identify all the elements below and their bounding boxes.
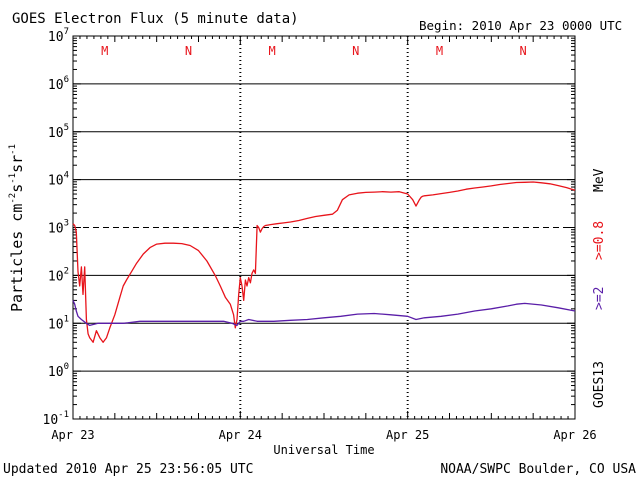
x-tick-label: Apr 26	[553, 428, 596, 442]
y-tick-base: 10	[48, 126, 64, 141]
y-label-part: s	[8, 184, 26, 193]
y-label-part: Particles cm	[8, 204, 26, 312]
y-tick-base: 10	[48, 222, 64, 237]
y-tick-label: 104	[48, 171, 69, 189]
day-marker-label: N	[185, 44, 192, 58]
day-marker-label: M	[101, 44, 108, 58]
y-tick-label: 107	[48, 27, 69, 45]
axis-ticks	[72, 35, 576, 420]
y-tick-exponent: 5	[64, 123, 69, 133]
series-line	[72, 300, 576, 327]
day-marker-label: N	[352, 44, 359, 58]
y-label-sup: -1	[8, 144, 18, 155]
y-tick-label: 105	[48, 123, 69, 141]
y-tick-base: 10	[43, 413, 59, 428]
y-tick-exponent: 2	[64, 266, 69, 276]
y-tick-exponent: 6	[64, 75, 69, 85]
y-tick-base: 10	[48, 317, 64, 332]
y-tick-label: 106	[48, 75, 69, 93]
satellite-label: GOES13	[592, 361, 607, 408]
legend-ge08: >=0.8	[592, 221, 607, 260]
y-tick-exponent: 0	[64, 362, 69, 372]
y-label-sup: -1	[8, 173, 18, 184]
y-tick-base: 10	[48, 269, 64, 284]
x-tick-label: Apr 24	[219, 428, 262, 442]
updated-timestamp: Updated 2010 Apr 25 23:56:05 UTC	[3, 462, 253, 477]
y-label-sup: -2	[8, 193, 18, 204]
y-tick-label: 102	[48, 266, 69, 284]
legend-ge2: >=2	[592, 287, 607, 310]
begin-time: Begin: 2010 Apr 23 0000 UTC	[419, 18, 622, 33]
y-tick-label: 10-1	[43, 410, 70, 428]
day-marker-label: M	[436, 44, 443, 58]
x-tick-label: Apr 23	[51, 428, 94, 442]
grid-lines	[73, 83, 575, 372]
day-marker-label: N	[520, 44, 527, 58]
y-tick-base: 10	[48, 30, 64, 45]
y-tick-label: 101	[48, 314, 69, 332]
chart-title: GOES Electron Flux (5 minute data)	[12, 11, 299, 27]
data-series	[72, 181, 576, 343]
y-tick-base: 10	[48, 365, 64, 380]
y-tick-label: 103	[48, 219, 69, 237]
y-tick-exponent: 7	[64, 27, 69, 37]
y-tick-base: 10	[48, 174, 64, 189]
y-tick-exponent: 4	[64, 171, 69, 181]
y-tick-base: 10	[48, 78, 64, 93]
y-label-part: sr	[8, 155, 26, 173]
y-tick-exponent: 1	[64, 314, 69, 324]
day-marker-label: M	[269, 44, 276, 58]
y-tick-label: 100	[48, 362, 69, 380]
x-axis-label: Universal Time	[273, 443, 374, 457]
unit-label: MeV	[592, 168, 607, 192]
x-tick-labels: Apr 23 Apr 24 Apr 25 Apr 26	[51, 428, 596, 442]
y-axis-label: Particles cm-2s-1sr-1	[8, 144, 26, 312]
credit-label: NOAA/SWPC Boulder, CO USA	[440, 462, 636, 477]
y-tick-exponent: -1	[58, 410, 69, 420]
y-tick-exponent: 3	[64, 219, 69, 229]
x-tick-label: Apr 25	[386, 428, 429, 442]
